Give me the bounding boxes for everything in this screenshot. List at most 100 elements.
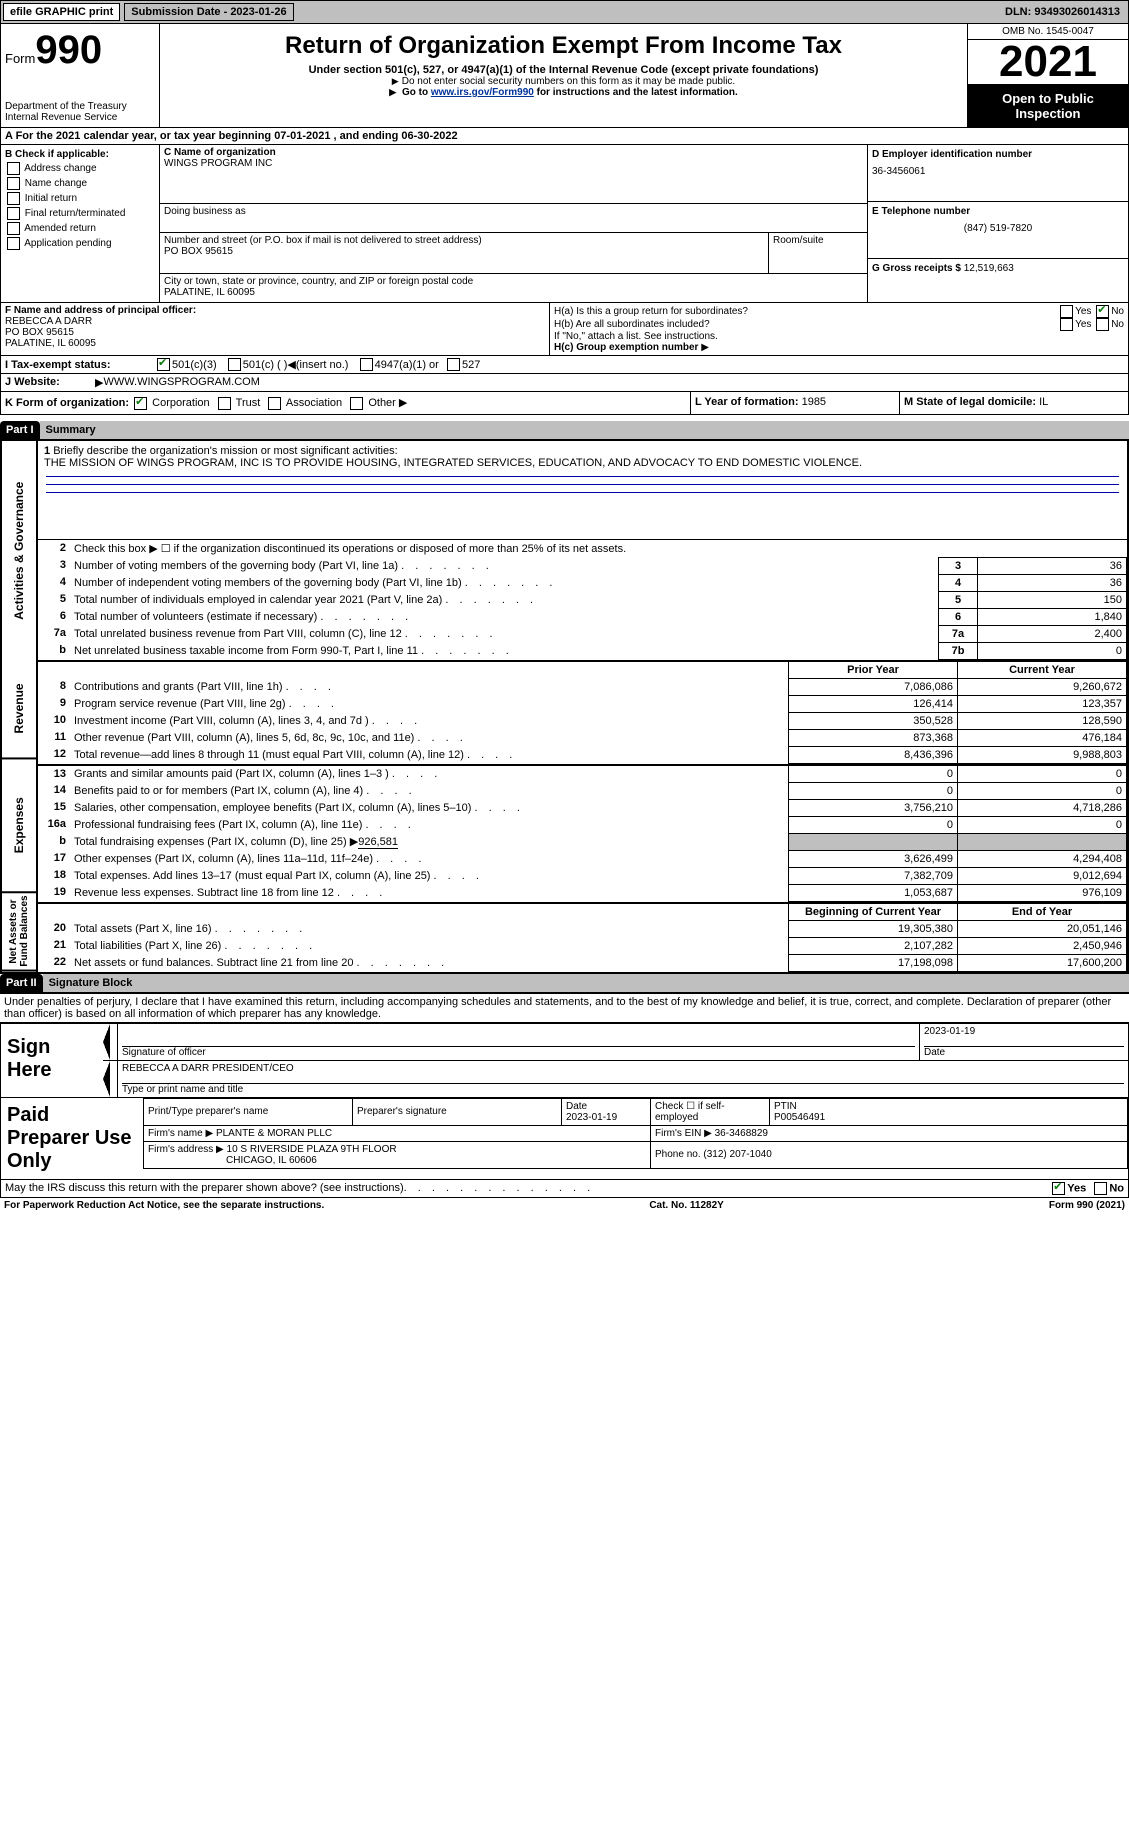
ein-value: 36-3456061 [872, 166, 1124, 177]
firm-addr-cell: Firm's address ▶ 10 S RIVERSIDE PLAZA 9T… [144, 1141, 651, 1168]
part2-title: Signature Block [43, 974, 1129, 992]
cb-address-change[interactable]: Address change [5, 162, 155, 175]
cb-assoc[interactable] [268, 397, 281, 410]
prep-row-3: Firm's address ▶ 10 S RIVERSIDE PLAZA 9T… [144, 1141, 1128, 1168]
h-b-row: H(b) Are all subordinates included? Yes … [554, 318, 1124, 331]
arrow-icon [103, 1024, 117, 1060]
b-header: B Check if applicable: [5, 149, 155, 160]
officer-box: F Name and address of principal officer:… [1, 303, 550, 355]
form-title: Return of Organization Exempt From Incom… [164, 32, 963, 60]
officer-name: REBECCA A DARR [5, 316, 545, 327]
k-corp: Corporation [152, 397, 209, 409]
table-row: 6Total number of volunteers (estimate if… [38, 608, 1127, 625]
cb-initial-return[interactable]: Initial return [5, 192, 155, 205]
submission-date-button[interactable]: Submission Date - 2023-01-26 [124, 3, 293, 21]
gross-receipts-box: G Gross receipts $ 12,519,663 [868, 259, 1128, 278]
firm-phone-cell: Phone no. (312) 207-1040 [651, 1141, 1128, 1168]
officer-street: PO BOX 95615 [5, 327, 545, 338]
cb-501c[interactable] [228, 358, 241, 371]
sign-row-1: Signature of officer 2023-01-19 Date [103, 1024, 1128, 1061]
ha-yes-cb[interactable] [1060, 305, 1073, 318]
cb-final-return[interactable]: Final return/terminated [5, 207, 155, 220]
net-table: Beginning of Current YearEnd of Year20To… [38, 902, 1127, 972]
irs-link[interactable]: www.irs.gov/Form990 [431, 87, 534, 98]
street-label: Number and street (or P.O. box if mail i… [164, 235, 764, 246]
table-row: 22Net assets or fund balances. Subtract … [38, 954, 1127, 971]
cb-trust[interactable] [218, 397, 231, 410]
table-row: 15Salaries, other compensation, employee… [38, 799, 1127, 816]
section-b: B Check if applicable: Address change Na… [0, 145, 1129, 303]
line1-text: THE MISSION OF WINGS PROGRAM, INC IS TO … [44, 457, 862, 469]
section-fh: F Name and address of principal officer:… [0, 303, 1129, 356]
ha-label: H(a) Is this a group return for subordin… [554, 306, 748, 317]
cb-501c3[interactable] [157, 358, 170, 371]
i-label: I Tax-exempt status: [5, 359, 155, 371]
part1-header: Part I Summary [0, 421, 1129, 439]
cb-527[interactable] [447, 358, 460, 371]
m-label: M State of legal domicile: [904, 396, 1036, 408]
cb-application-pending[interactable]: Application pending [5, 237, 155, 250]
street-value: PO BOX 95615 [164, 246, 764, 257]
check-list: Address change Name change Initial retur… [5, 162, 155, 250]
room-box: Room/suite [768, 233, 867, 273]
discuss-yes-cb[interactable] [1052, 1182, 1065, 1195]
ein-box: D Employer identification number 36-3456… [868, 145, 1128, 202]
vtab-expenses: Expenses [2, 760, 36, 893]
table-row: 11Other revenue (Part VIII, column (A), … [38, 729, 1127, 746]
h-a-row: H(a) Is this a group return for subordin… [554, 305, 1124, 318]
phone-box: E Telephone number (847) 519-7820 [868, 202, 1128, 259]
discuss-no-cb[interactable] [1094, 1182, 1107, 1195]
cb-amended[interactable]: Amended return [5, 222, 155, 235]
table-row: 18Total expenses. Add lines 13–17 (must … [38, 867, 1127, 884]
vtab-netassets: Net Assets or Fund Balances [2, 893, 36, 972]
prep-row-1: Print/Type preparer's name Preparer's si… [144, 1098, 1128, 1125]
exp-table: 13Grants and similar amounts paid (Part … [38, 764, 1127, 902]
cb-name-change[interactable]: Name change [5, 177, 155, 190]
cb-corp[interactable] [134, 397, 147, 410]
table-row: bNet unrelated business taxable income f… [38, 642, 1127, 659]
vtab-activities: Activities & Governance [2, 441, 36, 660]
form-subtitle: Under section 501(c), 527, or 4947(a)(1)… [164, 64, 963, 76]
prep-self-employed[interactable]: Check ☐ if self-employed [651, 1098, 770, 1125]
preparer-label: Paid Preparer Use Only [1, 1098, 143, 1179]
col-m: M State of legal domicile: IL [899, 392, 1128, 414]
preparer-section: Paid Preparer Use Only Print/Type prepar… [0, 1098, 1129, 1180]
address-row: Number and street (or P.O. box if mail i… [160, 233, 867, 274]
table-header-row: Prior YearCurrent Year [38, 661, 1127, 679]
section-j-website: J Website: ▶ WWW.WINGSPROGRAM.COM [0, 374, 1129, 392]
table-row: 17Other expenses (Part IX, column (A), l… [38, 850, 1127, 867]
sign-row-2: REBECCA A DARR PRESIDENT/CEO Type or pri… [103, 1061, 1128, 1097]
table-row: 21Total liabilities (Part X, line 26) . … [38, 937, 1127, 954]
row-a-tax-period: A For the 2021 calendar year, or tax yea… [0, 128, 1129, 145]
main-column: 1 Briefly describe the organization's mi… [38, 441, 1127, 972]
discuss-row: May the IRS discuss this return with the… [0, 1180, 1129, 1198]
k-label: K Form of organization: [5, 397, 129, 409]
col-k: K Form of organization: Corporation Trus… [1, 392, 690, 414]
cb-4947[interactable] [360, 358, 373, 371]
efile-print-button[interactable]: efile GRAPHIC print [3, 3, 120, 21]
col-b-checkboxes: B Check if applicable: Address change Na… [1, 145, 160, 302]
sign-fields: Signature of officer 2023-01-19 Date REB… [103, 1024, 1128, 1097]
section-klm: K Form of organization: Corporation Trus… [0, 392, 1129, 415]
opt-501c3: 501(c)(3) [172, 359, 217, 371]
arrow-icon [389, 87, 399, 98]
table-row: 8Contributions and grants (Part VIII, li… [38, 678, 1127, 695]
table-row: 7aTotal unrelated business revenue from … [38, 625, 1127, 642]
prep-sig-label: Preparer's signature [353, 1098, 562, 1125]
paperwork-notice: For Paperwork Reduction Act Notice, see … [4, 1200, 324, 1211]
header-center: Return of Organization Exempt From Incom… [160, 24, 967, 127]
section-i-tax-status: I Tax-exempt status: 501(c)(3) 501(c) ( … [0, 356, 1129, 374]
part1-body: Activities & Governance Revenue Expenses… [0, 439, 1129, 974]
hb-no-cb[interactable] [1096, 318, 1109, 331]
gross-value: 12,519,663 [964, 263, 1014, 274]
ha-yesno: Yes No [1058, 305, 1124, 318]
opt-501c: 501(c) ( ) [243, 359, 288, 371]
hb-yes-cb[interactable] [1060, 318, 1073, 331]
form-left-col: Form990 Department of the Treasury Inter… [1, 24, 160, 127]
ha-no-cb[interactable] [1096, 305, 1109, 318]
cb-other[interactable] [350, 397, 363, 410]
l-label: L Year of formation: [695, 396, 799, 408]
officer-signature-field[interactable]: Signature of officer [117, 1024, 919, 1060]
note-ssn: Do not enter social security numbers on … [164, 76, 963, 87]
sign-here-label: Sign Here [1, 1024, 103, 1097]
